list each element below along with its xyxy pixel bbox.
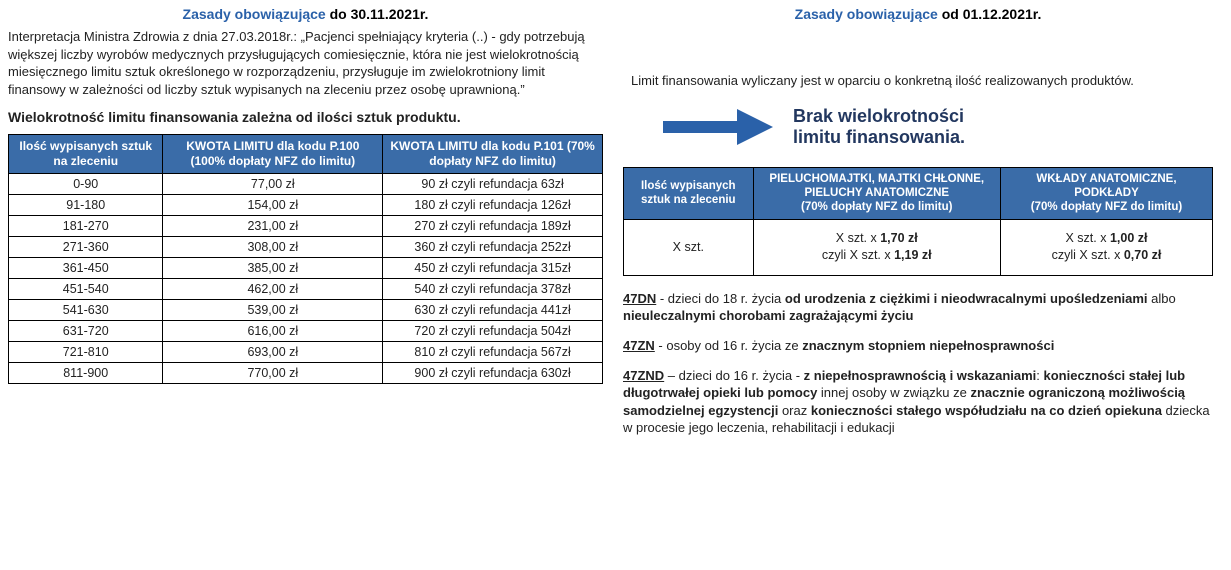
right-title: Zasady obowiązujące od 01.12.2021r. [623,6,1213,22]
arrow-row: Brak wielokrotności limitu finansowania. [663,106,1213,149]
spacer [623,28,1213,72]
table-header: WKŁADY ANATOMICZNE, PODKŁADY(70% dopłaty… [1000,167,1212,219]
notes-block: 47DN - dzieci do 18 r. życia od urodzeni… [623,290,1213,437]
table-cell: X szt. [624,219,754,275]
table-header: KWOTA LIMITU dla kodu P.101 (70% dopłaty… [383,135,603,174]
arrow-icon [663,107,773,147]
table-cell: 180 zł czyli refundacja 126zł [383,195,603,216]
left-title: Zasady obowiązujące do 30.11.2021r. [8,6,603,22]
table-cell: 231,00 zł [163,216,383,237]
table-row: 541-630539,00 zł630 zł czyli refundacja … [9,300,603,321]
table-cell: 271-360 [9,237,163,258]
table-cell: 631-720 [9,321,163,342]
right-intro: Limit finansowania wyliczany jest w opar… [623,72,1213,90]
table-row: 91-180154,00 zł180 zł czyli refundacja 1… [9,195,603,216]
note-code: 47ZND [623,368,664,383]
table-cell: 360 zł czyli refundacja 252zł [383,237,603,258]
two-column-layout: Zasady obowiązujące do 30.11.2021r. Inte… [8,6,1223,449]
table-row: 0-9077,00 zł90 zł czyli refundacja 63zł [9,174,603,195]
note-47znd: 47ZND – dzieci do 16 r. życia - z niepeł… [623,367,1213,437]
table-cell: 720 zł czyli refundacja 504zł [383,321,603,342]
table-cell: 0-90 [9,174,163,195]
table-row: 721-810693,00 zł810 zł czyli refundacja … [9,342,603,363]
table-cell: 270 zł czyli refundacja 189zł [383,216,603,237]
left-title-blue: Zasady obowiązujące [183,6,326,22]
table-row: 631-720616,00 zł720 zł czyli refundacja … [9,321,603,342]
table-cell: 91-180 [9,195,163,216]
right-column: Zasady obowiązujące od 01.12.2021r. Limi… [623,6,1213,449]
arrow-caption-l2: limitu finansowania. [793,127,965,147]
table-cell: 181-270 [9,216,163,237]
left-table: Ilość wypisanych sztuk na zleceniuKWOTA … [8,134,603,384]
table-header: Ilość wypisanych sztuk na zleceniu [624,167,754,219]
note-47dn: 47DN - dzieci do 18 r. życia od urodzeni… [623,290,1213,325]
table-cell: 462,00 zł [163,279,383,300]
table-cell: 385,00 zł [163,258,383,279]
table-cell: 811-900 [9,363,163,384]
table-cell: 451-540 [9,279,163,300]
table-cell: X szt. x 1,00 złczyli X szt. x 0,70 zł [1000,219,1212,275]
table-cell: 616,00 zł [163,321,383,342]
table-cell: 361-450 [9,258,163,279]
table-cell: 450 zł czyli refundacja 315zł [383,258,603,279]
right-title-black: od 01.12.2021r. [938,6,1042,22]
note-code: 47DN [623,291,656,306]
table-row: 361-450385,00 zł450 zł czyli refundacja … [9,258,603,279]
table-cell: 721-810 [9,342,163,363]
table-row: X szt.X szt. x 1,70 złczyli X szt. x 1,1… [624,219,1213,275]
table-row: 271-360308,00 zł360 zł czyli refundacja … [9,237,603,258]
table-cell: 540 zł czyli refundacja 378zł [383,279,603,300]
left-heading: Wielokrotność limitu finansowania zależn… [8,108,603,126]
interpretation-paragraph: Interpretacja Ministra Zdrowia z dnia 27… [8,28,603,98]
table-cell: 900 zł czyli refundacja 630zł [383,363,603,384]
note-code: 47ZN [623,338,655,353]
right-table: Ilość wypisanych sztuk na zleceniuPIELUC… [623,167,1213,276]
table-header: PIELUCHOMAJTKI, MAJTKI CHŁONNE, PIELUCHY… [753,167,1000,219]
table-cell: 630 zł czyli refundacja 441zł [383,300,603,321]
table-row: 451-540462,00 zł540 zł czyli refundacja … [9,279,603,300]
table-cell: 539,00 zł [163,300,383,321]
table-cell: X szt. x 1,70 złczyli X szt. x 1,19 zł [753,219,1000,275]
table-row: 811-900770,00 zł900 zł czyli refundacja … [9,363,603,384]
table-cell: 308,00 zł [163,237,383,258]
right-title-blue: Zasady obowiązujące [795,6,938,22]
table-cell: 90 zł czyli refundacja 63zł [383,174,603,195]
left-title-black: do 30.11.2021r. [326,6,429,22]
table-row: 181-270231,00 zł270 zł czyli refundacja … [9,216,603,237]
arrow-caption-l1: Brak wielokrotności [793,106,964,126]
table-cell: 693,00 zł [163,342,383,363]
table-header: KWOTA LIMITU dla kodu P.100 (100% dopłat… [163,135,383,174]
left-column: Zasady obowiązujące do 30.11.2021r. Inte… [8,6,603,449]
table-cell: 77,00 zł [163,174,383,195]
table-cell: 541-630 [9,300,163,321]
table-cell: 154,00 zł [163,195,383,216]
arrow-caption: Brak wielokrotności limitu finansowania. [793,106,965,149]
table-cell: 810 zł czyli refundacja 567zł [383,342,603,363]
table-header: Ilość wypisanych sztuk na zleceniu [9,135,163,174]
table-cell: 770,00 zł [163,363,383,384]
note-47zn: 47ZN - osoby od 16 r. życia ze znacznym … [623,337,1213,355]
